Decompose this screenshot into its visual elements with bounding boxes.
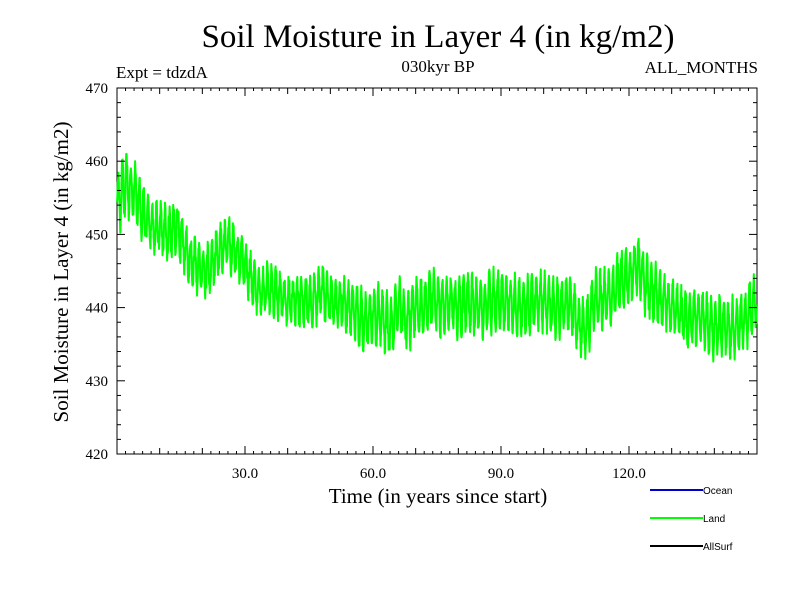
x-tick-label: 30.0	[232, 466, 258, 482]
legend: Ocean Land AllSurf	[650, 486, 733, 553]
y-tick-label: 430	[86, 374, 109, 390]
plot-area	[116, 87, 758, 455]
x-tick-label: 90.0	[488, 466, 514, 482]
y-tick-label: 440	[86, 301, 109, 317]
period-label: 030kyr BP	[401, 57, 474, 76]
legend-label-ocean: Ocean	[703, 486, 732, 497]
legend-label-land: Land	[703, 514, 725, 525]
x-tick-label: 60.0	[360, 466, 386, 482]
y-axis-label: Soil Moisture in Layer 4 (in kg/m2)	[49, 122, 73, 423]
y-tick-label: 460	[86, 154, 109, 170]
months-label: ALL_MONTHS	[645, 58, 758, 77]
legend-label-allsurf: AllSurf	[703, 542, 733, 553]
experiment-label: Expt = tdzdA	[116, 63, 208, 82]
y-axis: 420 430 440 450 460 470	[86, 81, 757, 463]
x-axis: 30.0 60.0 90.0 120.0	[116, 88, 758, 482]
y-tick-label: 470	[86, 81, 109, 97]
y-tick-label: 420	[86, 447, 109, 463]
chart-title: Soil Moisture in Layer 4 (in kg/m2)	[202, 19, 675, 55]
plot-frame	[116, 87, 758, 455]
y-tick-label: 450	[86, 227, 109, 243]
x-axis-label: Time (in years since start)	[329, 484, 548, 508]
x-tick-label: 120.0	[612, 466, 646, 482]
series-line-land	[116, 152, 758, 363]
